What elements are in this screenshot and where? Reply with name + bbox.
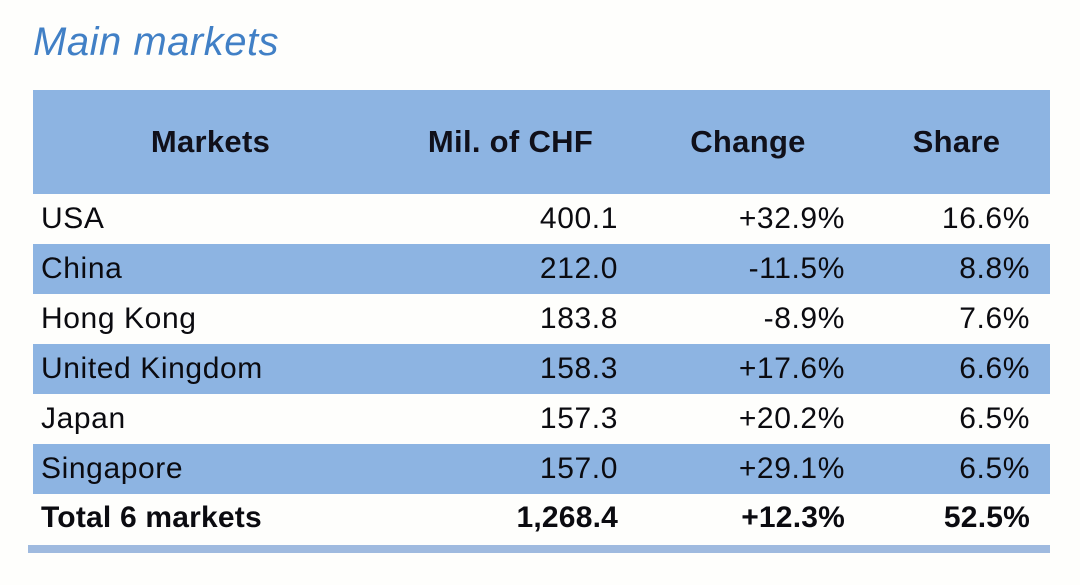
cell-value: 8.8%: [959, 252, 1030, 285]
cell-value: 157.0: [539, 452, 618, 485]
table-body: USA 400.1 +32.9% 16.6% China 212.0 -11.5% 8.8% H…: [33, 194, 1050, 494]
cell-value: 6.5%: [959, 452, 1030, 485]
cell-value: 212.0: [539, 252, 618, 285]
markets-table: Markets Mil. of CHF Change Share USA 400.1 +3…: [33, 90, 1050, 542]
cell-value: 7.6%: [959, 302, 1030, 335]
cell-value: 6.6%: [959, 352, 1030, 385]
market-name: United Kingdom: [41, 352, 263, 385]
table-total-row: Total 6 markets 1,268.4 +12.3% 52.5%: [33, 494, 1050, 542]
cell-value: +17.6%: [738, 352, 845, 385]
table-row-usa: USA 400.1 +32.9% 16.6%: [33, 194, 1050, 244]
page-title: Main markets: [33, 20, 280, 64]
cell-value: +29.1%: [738, 452, 845, 485]
market-name: Singapore: [41, 452, 184, 485]
cell-value: -11.5%: [748, 252, 845, 285]
cell-value: +32.9%: [738, 202, 845, 235]
market-name: Hong Kong: [41, 302, 197, 335]
table-row-hong-kong: Hong Kong 183.8 -8.9% 7.6%: [33, 294, 1050, 344]
column-header-mil-of-chf: Mil. of CHF: [427, 124, 594, 159]
cell-value: 157.3: [539, 402, 618, 435]
column-header-share: Share: [912, 124, 1001, 159]
table-row-singapore: Singapore 157.0 +29.1% 6.5%: [33, 444, 1050, 494]
cell-value: 16.6%: [941, 202, 1030, 235]
market-name: China: [41, 252, 123, 285]
column-header-change: Change: [690, 124, 806, 159]
cell-value: 183.8: [539, 302, 618, 335]
total-value: +12.3%: [741, 501, 845, 534]
market-name: USA: [41, 202, 105, 235]
cell-value: +20.2%: [738, 402, 845, 435]
cell-value: -8.9%: [763, 302, 845, 335]
table-row-united-kingdom: United Kingdom 158.3 +17.6% 6.6%: [33, 344, 1050, 394]
table-row-japan: Japan 157.3 +20.2% 6.5%: [33, 394, 1050, 444]
bottom-accent-bar: [28, 545, 1050, 553]
column-header-markets: Markets: [150, 124, 271, 159]
table-row-china: China 212.0 -11.5% 8.8%: [33, 244, 1050, 294]
total-value: 1,268.4: [516, 501, 618, 534]
table-header-row: Markets Mil. of CHF Change Share: [33, 90, 1050, 194]
total-label: Total 6 markets: [41, 501, 262, 534]
total-value: 52.5%: [943, 501, 1030, 534]
market-name: Japan: [41, 402, 126, 435]
cell-value: 400.1: [539, 202, 618, 235]
cell-value: 158.3: [539, 352, 618, 385]
cell-value: 6.5%: [959, 402, 1030, 435]
